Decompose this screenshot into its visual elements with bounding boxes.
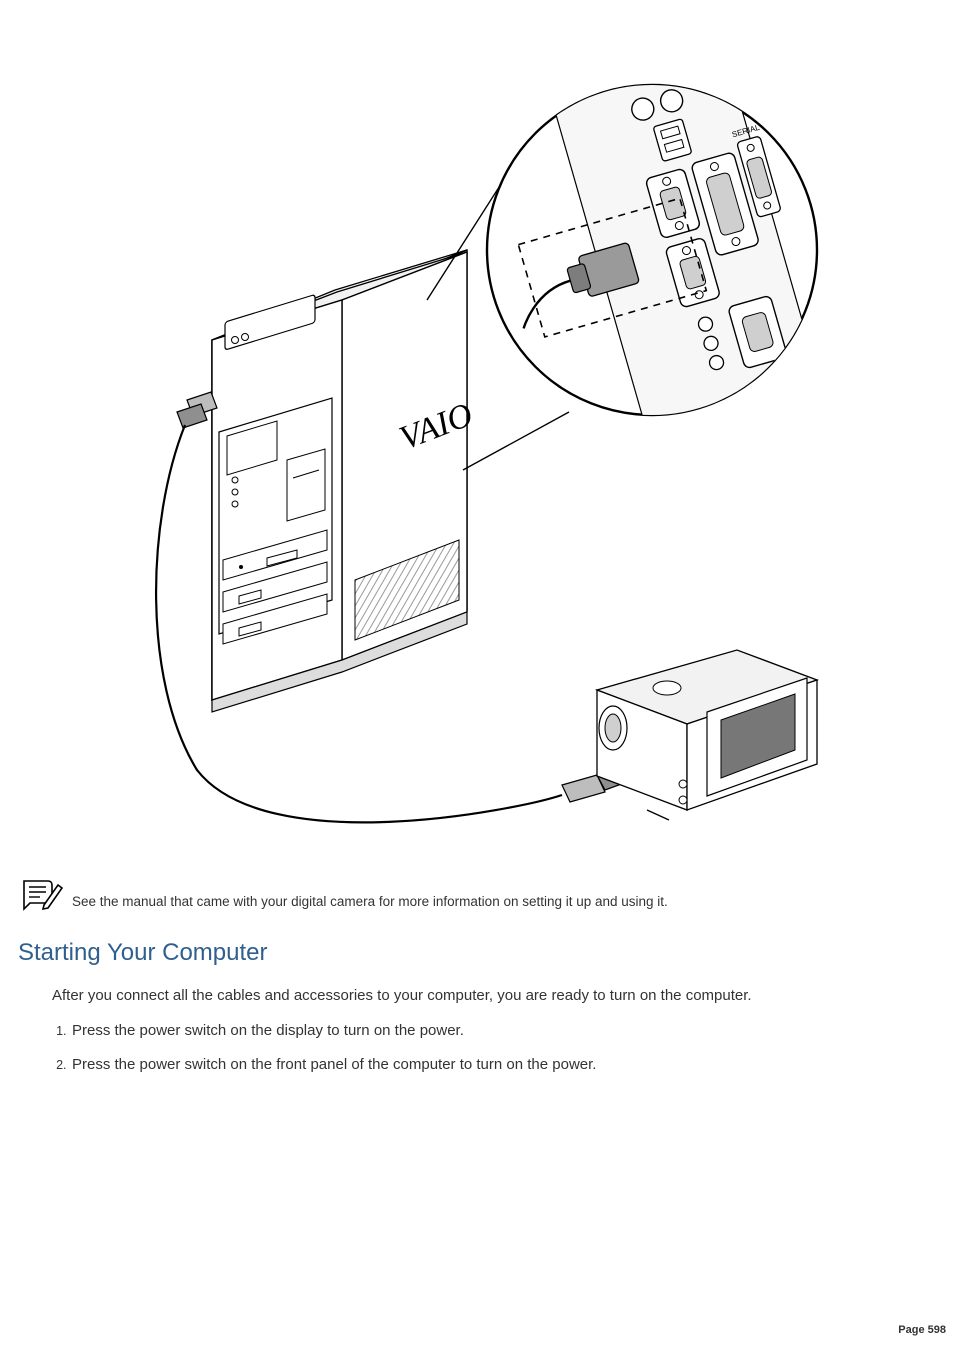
note-text: See the manual that came with your digit… [72, 892, 668, 918]
section-heading: Starting Your Computer [10, 936, 944, 971]
note-row: See the manual that came with your digit… [10, 875, 944, 918]
page-number: Page 598 [898, 1323, 946, 1339]
computer-tower-clean: VAIO [212, 252, 478, 712]
hand-writing-note-icon [18, 875, 64, 918]
step-item: Press the power switch on the front pane… [70, 1054, 934, 1076]
section-intro: After you connect all the cables and acc… [10, 985, 944, 1007]
connection-diagram: VAIO [127, 40, 827, 840]
digital-camera [597, 650, 817, 820]
steps-list: Press the power switch on the display to… [10, 1020, 944, 1076]
inset-detail: SERIAL [472, 52, 823, 428]
step-item: Press the power switch on the display to… [70, 1020, 934, 1042]
leader-line [463, 412, 569, 470]
